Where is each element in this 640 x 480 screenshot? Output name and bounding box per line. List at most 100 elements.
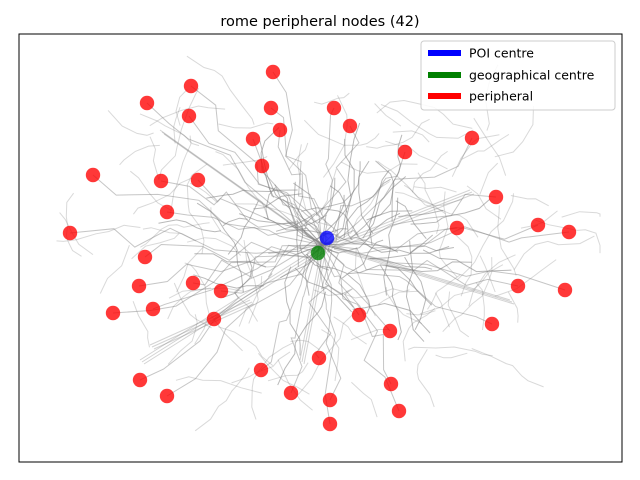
street-path — [347, 239, 384, 274]
street-path — [385, 287, 423, 325]
peripheral-node-16 — [488, 189, 504, 205]
street-path — [471, 348, 544, 388]
chart-title: rome peripheral nodes (42) — [220, 14, 419, 30]
street-path — [258, 352, 310, 395]
street-path — [308, 244, 333, 359]
peripheral-node-40 — [322, 392, 338, 408]
street-path — [194, 253, 267, 268]
street-path — [479, 255, 496, 293]
street-path — [377, 160, 446, 215]
peripheral-node-7 — [272, 122, 288, 138]
street-path — [167, 314, 198, 365]
street-path — [186, 55, 255, 125]
legend-label-geo: geographical centre — [469, 68, 595, 83]
street-path — [435, 352, 468, 359]
geographical-centre-node — [310, 245, 326, 261]
peripheral-node-12 — [254, 158, 270, 174]
street-path — [290, 244, 323, 394]
street-path — [404, 256, 427, 331]
street-path — [422, 249, 512, 273]
street-path — [107, 110, 154, 136]
rail-line — [161, 131, 325, 248]
street-path — [158, 87, 199, 180]
street-path — [413, 186, 457, 193]
street-path — [318, 177, 336, 224]
street-path — [438, 191, 458, 278]
street-path — [535, 219, 601, 254]
street-path — [354, 246, 376, 317]
street-path — [380, 104, 474, 139]
rail-line — [299, 244, 323, 361]
rail-line — [143, 248, 327, 365]
peripheral-node-29 — [105, 305, 121, 321]
rail-line — [333, 248, 515, 305]
street-path — [272, 71, 323, 246]
street-path — [303, 161, 361, 226]
peripheral-node-30 — [351, 307, 367, 323]
street-path — [321, 244, 566, 291]
street-path — [275, 213, 316, 232]
peripheral-node-37 — [383, 376, 399, 392]
legend-label-peripheral: peripheral — [469, 89, 533, 104]
street-path — [217, 326, 274, 366]
street-path — [507, 291, 519, 323]
street-path — [193, 274, 264, 289]
rail-line — [141, 246, 325, 363]
street-path — [239, 213, 327, 229]
street-path — [466, 185, 502, 220]
street-path — [385, 140, 448, 170]
rail-line — [153, 303, 255, 350]
street-path — [227, 200, 259, 255]
street-path — [341, 264, 433, 306]
street-path — [152, 244, 323, 310]
rail-line — [163, 133, 327, 250]
street-path — [132, 301, 150, 348]
rail-line — [331, 246, 513, 303]
street-path — [301, 207, 359, 237]
street-path — [410, 245, 454, 254]
street-path — [494, 106, 534, 158]
street-path — [395, 200, 427, 240]
street-path — [167, 287, 212, 320]
street-path — [343, 178, 391, 239]
street-path — [243, 240, 259, 324]
street-path — [303, 119, 380, 146]
street-path — [277, 129, 323, 246]
street-path — [513, 235, 595, 271]
street-path — [215, 151, 270, 220]
street-path — [253, 193, 302, 210]
peripheral-node-13 — [85, 167, 101, 183]
street-path — [176, 246, 204, 293]
street-path — [447, 291, 470, 338]
peripheral-node-22 — [137, 249, 153, 265]
plot-frame — [18, 33, 623, 463]
peripheral-node-8 — [342, 118, 358, 134]
street-path — [395, 191, 463, 206]
peripheral-node-23 — [185, 275, 201, 291]
peripheral-node-42 — [322, 416, 338, 432]
street-path — [497, 205, 517, 276]
street-path — [288, 142, 309, 171]
peripheral-node-34 — [311, 350, 327, 366]
legend-label-poi: POI centre — [469, 46, 534, 61]
street-path — [144, 241, 323, 261]
street-path — [305, 253, 371, 315]
street-path — [149, 105, 226, 127]
peripheral-node-35 — [253, 362, 269, 378]
rail-line — [301, 246, 325, 363]
street-path — [92, 174, 323, 246]
street-path — [327, 212, 401, 254]
street-path — [321, 244, 392, 385]
street-path — [468, 254, 516, 307]
street-path — [293, 182, 318, 217]
street-path — [352, 302, 431, 334]
street-path — [192, 244, 323, 286]
street-path — [149, 136, 160, 180]
street-path — [170, 135, 192, 214]
peripheral-node-20 — [561, 224, 577, 240]
street-path — [332, 194, 345, 233]
peripheral-node-41 — [391, 403, 407, 419]
rail-line — [329, 244, 511, 301]
street-path — [261, 165, 323, 246]
